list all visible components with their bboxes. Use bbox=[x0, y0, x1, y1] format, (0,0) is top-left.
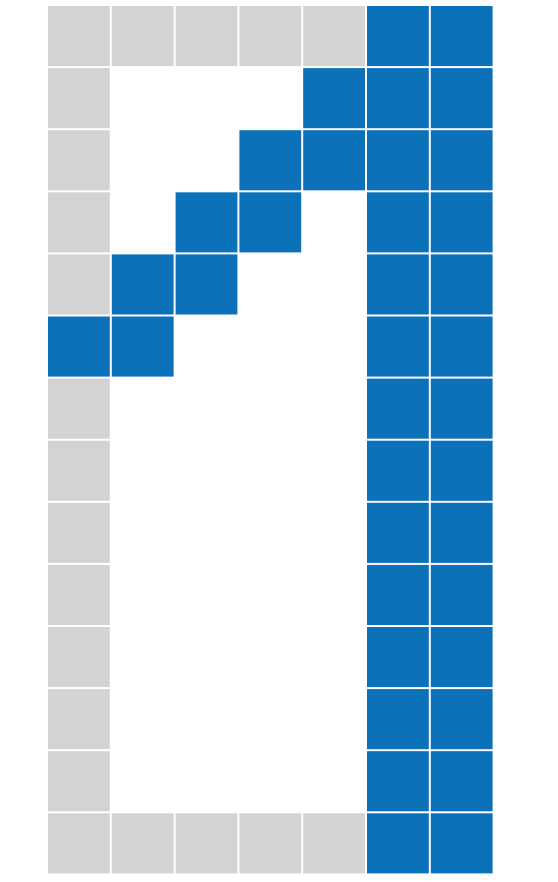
cell bbox=[367, 564, 429, 625]
cell bbox=[367, 627, 429, 688]
cell bbox=[367, 192, 429, 253]
cell bbox=[430, 6, 493, 67]
cell bbox=[367, 813, 429, 874]
cell bbox=[175, 254, 238, 315]
cell bbox=[367, 689, 429, 750]
cell bbox=[239, 6, 302, 67]
cell bbox=[175, 6, 238, 67]
cell bbox=[367, 378, 429, 439]
cell bbox=[367, 6, 429, 67]
cell bbox=[367, 68, 429, 129]
cell bbox=[430, 378, 493, 439]
cell bbox=[367, 254, 429, 315]
cell bbox=[239, 813, 302, 874]
cell bbox=[48, 813, 110, 874]
cell bbox=[48, 689, 110, 750]
cell bbox=[430, 502, 493, 563]
cell bbox=[430, 440, 493, 501]
cell bbox=[430, 68, 493, 129]
cell bbox=[430, 813, 493, 874]
cell bbox=[367, 751, 429, 812]
cell bbox=[111, 316, 174, 377]
cell bbox=[111, 6, 174, 67]
cell bbox=[367, 316, 429, 377]
cell bbox=[48, 440, 110, 501]
cell bbox=[430, 254, 493, 315]
cell bbox=[430, 316, 493, 377]
cell bbox=[430, 751, 493, 812]
cell bbox=[175, 813, 238, 874]
cell bbox=[303, 813, 365, 874]
cell bbox=[48, 130, 110, 191]
cell bbox=[48, 192, 110, 253]
cell bbox=[303, 130, 365, 191]
cell bbox=[367, 130, 429, 191]
cell bbox=[48, 378, 110, 439]
cell bbox=[48, 751, 110, 812]
cell bbox=[303, 68, 365, 129]
cell bbox=[430, 564, 493, 625]
cell bbox=[430, 627, 493, 688]
cell bbox=[430, 192, 493, 253]
cell bbox=[48, 316, 110, 377]
cell bbox=[48, 254, 110, 315]
cell bbox=[367, 502, 429, 563]
cell bbox=[430, 130, 493, 191]
cell bbox=[48, 6, 110, 67]
cell bbox=[367, 440, 429, 501]
cell bbox=[48, 502, 110, 563]
cell bbox=[111, 254, 174, 315]
cell bbox=[303, 6, 365, 67]
cell bbox=[430, 689, 493, 750]
cell bbox=[48, 564, 110, 625]
cell bbox=[48, 627, 110, 688]
cell bbox=[239, 192, 302, 253]
cell bbox=[239, 130, 302, 191]
cell bbox=[48, 68, 110, 129]
cell bbox=[111, 813, 174, 874]
cell bbox=[175, 192, 238, 253]
